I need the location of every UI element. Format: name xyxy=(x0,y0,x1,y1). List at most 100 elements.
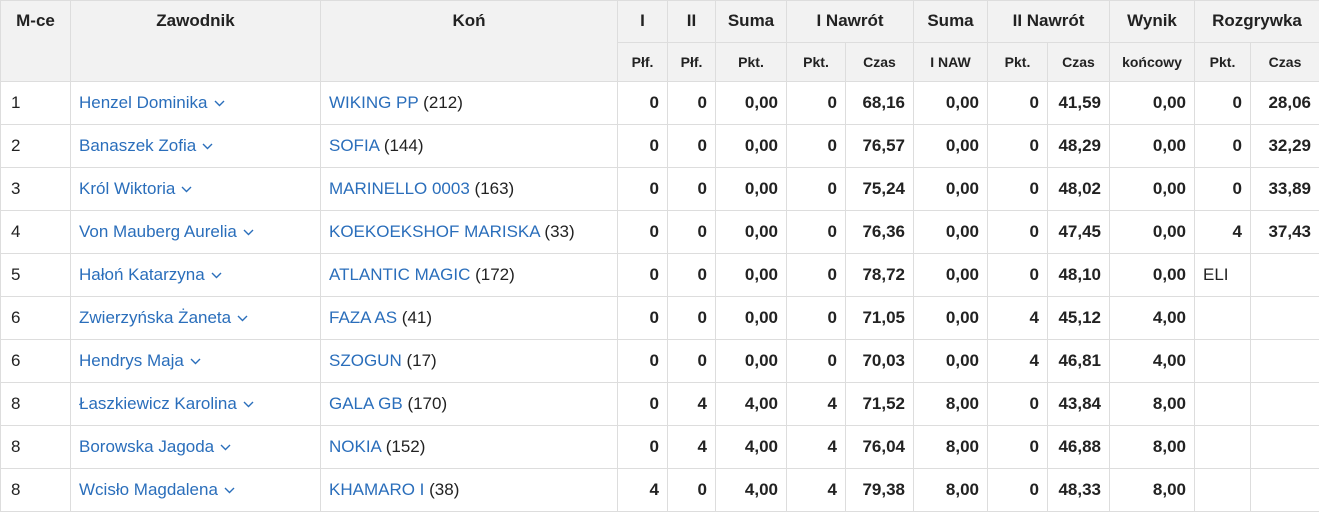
chevron-down-icon[interactable] xyxy=(202,143,213,150)
jumpoff2-time: 45,12 xyxy=(1046,296,1111,340)
round2-faults: 0 xyxy=(667,468,716,512)
jumpoff2-time: 43,84 xyxy=(1046,382,1111,426)
sum2-points: 0,00 xyxy=(913,253,988,297)
sum2-points: 0,00 xyxy=(913,210,988,254)
table-row: 6 Zwierzyńska Żaneta FAZA AS (41) 0 0 0,00 0 71… xyxy=(0,296,1319,340)
rider-name-link[interactable]: Banaszek Zofia xyxy=(79,136,197,155)
horse-cell: KOEKOEKSHOF MARISKA (33) xyxy=(320,210,618,254)
horse-name-link[interactable]: WIKING PP xyxy=(329,93,419,112)
playoff-time: 28,06 xyxy=(1250,81,1319,125)
sum-points: 4,00 xyxy=(715,468,787,512)
subheader-round2-faults: Płf. xyxy=(667,42,716,82)
position-cell: 8 xyxy=(0,468,71,512)
col-header-rider: Zawodnik xyxy=(70,0,321,82)
rider-name-link[interactable]: Hendrys Maja xyxy=(79,351,184,370)
round2-faults: 0 xyxy=(667,296,716,340)
subheader-sum2: I NAW xyxy=(913,42,988,82)
chevron-down-icon[interactable] xyxy=(224,487,235,494)
horse-name-link[interactable]: NOKIA xyxy=(329,437,381,456)
table-row: 8 Borowska Jagoda NOKIA (152) 0 4 4,00 4 76,04 8… xyxy=(0,425,1319,469)
jumpoff1-time: 75,24 xyxy=(845,167,914,211)
chevron-down-icon[interactable] xyxy=(243,229,254,236)
round2-faults: 0 xyxy=(667,253,716,297)
jumpoff2-time: 48,02 xyxy=(1046,167,1111,211)
jumpoff1-time: 68,16 xyxy=(845,81,914,125)
rider-cell: Łaszkiewicz Karolina xyxy=(70,382,321,426)
round2-faults: 0 xyxy=(667,339,716,383)
sum-points: 4,00 xyxy=(715,382,787,426)
jumpoff2-time: 41,59 xyxy=(1046,81,1111,125)
playoff-points: 0 xyxy=(1194,167,1252,211)
horse-cell: MARINELLO 0003 (163) xyxy=(320,167,618,211)
rider-name-link[interactable]: Wcisło Magdalena xyxy=(79,480,218,499)
horse-name-link[interactable]: KOEKOEKSHOF MARISKA xyxy=(329,222,540,241)
horse-name-link[interactable]: ATLANTIC MAGIC xyxy=(329,265,471,284)
sum2-points: 8,00 xyxy=(913,468,988,512)
horse-name-link[interactable]: MARINELLO 0003 xyxy=(329,179,470,198)
playoff-time xyxy=(1250,253,1319,297)
playoff-points: 0 xyxy=(1194,81,1252,125)
position-cell: 8 xyxy=(0,425,71,469)
table-row: 5 Hałoń Katarzyna ATLANTIC MAGIC (172) 0 0 0,… xyxy=(0,253,1319,297)
chevron-down-icon[interactable] xyxy=(190,358,201,365)
jumpoff2-points: 0 xyxy=(987,210,1048,254)
subheader-jumpoff2-time: Czas xyxy=(1046,42,1111,82)
jumpoff1-points: 0 xyxy=(786,124,846,168)
final-result: 8,00 xyxy=(1109,382,1196,426)
chevron-down-icon[interactable] xyxy=(214,100,225,107)
jumpoff1-points: 0 xyxy=(786,296,846,340)
horse-cell: SZOGUN (17) xyxy=(320,339,618,383)
jumpoff2-time: 46,81 xyxy=(1046,339,1111,383)
col-header-horse: Koń xyxy=(320,0,618,82)
horse-name-link[interactable]: KHAMARO I xyxy=(329,480,425,499)
rider-name-link[interactable]: Hałoń Katarzyna xyxy=(79,265,205,284)
table-row: 1 Henzel Dominika WIKING PP (212) 0 0 0,00 0 68… xyxy=(0,81,1319,125)
jumpoff2-points: 0 xyxy=(987,382,1048,426)
chevron-down-icon[interactable] xyxy=(220,444,231,451)
jumpoff2-points: 0 xyxy=(987,124,1048,168)
rider-name-link[interactable]: Borowska Jagoda xyxy=(79,437,215,456)
rider-name-link[interactable]: Zwierzyńska Żaneta xyxy=(79,308,232,327)
jumpoff1-time: 71,52 xyxy=(845,382,914,426)
sum-points: 0,00 xyxy=(715,296,787,340)
horse-name-link[interactable]: SOFIA xyxy=(329,136,380,155)
jumpoff1-points: 0 xyxy=(786,253,846,297)
final-result: 4,00 xyxy=(1109,296,1196,340)
round1-faults: 0 xyxy=(617,339,668,383)
rider-cell: Borowska Jagoda xyxy=(70,425,321,469)
subheader-result-final: końcowy xyxy=(1109,42,1196,82)
chevron-down-icon[interactable] xyxy=(181,186,192,193)
sum-points: 4,00 xyxy=(715,425,787,469)
chevron-down-icon[interactable] xyxy=(211,272,222,279)
table-row: 2 Banaszek Zofia SOFIA (144) 0 0 0,00 0 76,57 0,… xyxy=(0,124,1319,168)
col-header-sum2: Suma xyxy=(913,0,988,43)
horse-cell: SOFIA (144) xyxy=(320,124,618,168)
horse-name-link[interactable]: SZOGUN xyxy=(329,351,402,370)
rider-name-link[interactable]: Von Mauberg Aurelia xyxy=(79,222,237,241)
col-header-playoff: Rozgrywka xyxy=(1194,0,1319,43)
horse-id: (33) xyxy=(544,222,575,241)
jumpoff2-points: 0 xyxy=(987,253,1048,297)
sum-points: 0,00 xyxy=(715,210,787,254)
sum-points: 0,00 xyxy=(715,124,787,168)
rider-cell: Banaszek Zofia xyxy=(70,124,321,168)
round2-faults: 0 xyxy=(667,81,716,125)
round1-faults: 0 xyxy=(617,296,668,340)
chevron-down-icon[interactable] xyxy=(237,315,248,322)
jumpoff1-time: 76,04 xyxy=(845,425,914,469)
subheader-jumpoff1-time: Czas xyxy=(845,42,914,82)
jumpoff1-time: 70,03 xyxy=(845,339,914,383)
horse-name-link[interactable]: GALA GB xyxy=(329,394,403,413)
rider-cell: Wcisło Magdalena xyxy=(70,468,321,512)
horse-id: (212) xyxy=(423,93,463,112)
rider-name-link[interactable]: Henzel Dominika xyxy=(79,93,208,112)
sum-points: 0,00 xyxy=(715,339,787,383)
jumpoff1-time: 76,57 xyxy=(845,124,914,168)
rider-cell: Zwierzyńska Żaneta xyxy=(70,296,321,340)
playoff-time xyxy=(1250,468,1319,512)
horse-name-link[interactable]: FAZA AS xyxy=(329,308,398,327)
rider-name-link[interactable]: Król Wiktoria xyxy=(79,179,176,198)
chevron-down-icon[interactable] xyxy=(243,401,254,408)
rider-cell: Hendrys Maja xyxy=(70,339,321,383)
rider-name-link[interactable]: Łaszkiewicz Karolina xyxy=(79,394,237,413)
